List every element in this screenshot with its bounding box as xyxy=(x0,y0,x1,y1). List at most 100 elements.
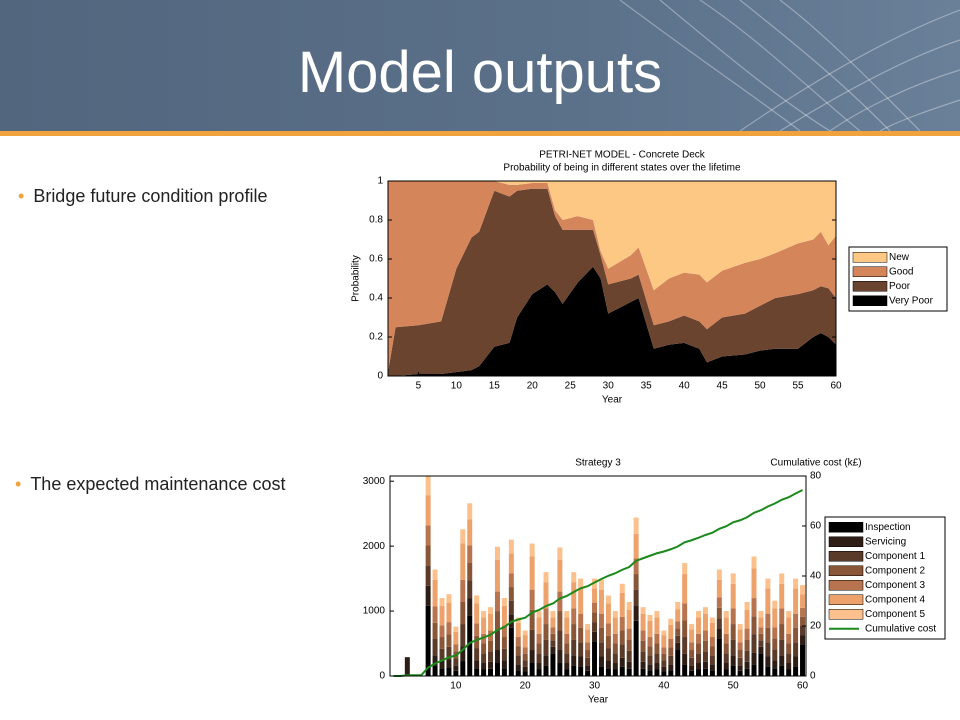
bar-segment xyxy=(654,663,660,670)
bar-segment xyxy=(696,633,702,644)
bar-segment xyxy=(481,663,487,670)
legend-label: Very Poor xyxy=(889,295,934,306)
bar-segment xyxy=(744,639,750,651)
bar-segment xyxy=(494,630,500,651)
bar-segment xyxy=(640,651,646,662)
bar-segment xyxy=(474,660,480,669)
bar-segment xyxy=(439,648,445,661)
legend-label: Good xyxy=(889,266,913,277)
x-axis-label: Year xyxy=(588,695,609,706)
legend-swatch xyxy=(852,266,888,277)
bar-segment xyxy=(668,638,674,648)
bar-segment xyxy=(605,603,611,624)
bar-segment xyxy=(647,614,653,621)
bar-segment xyxy=(737,670,743,676)
bar-segment xyxy=(682,664,688,676)
bar-segment xyxy=(702,651,708,662)
bar-segment xyxy=(654,633,660,644)
bar-segment xyxy=(772,668,778,676)
bar-segment xyxy=(779,655,785,666)
y-tick-label: 0.2 xyxy=(369,332,383,343)
bar-segment xyxy=(536,633,542,644)
bar-segment xyxy=(557,650,563,664)
bar-segment xyxy=(744,661,750,669)
bar-segment xyxy=(696,669,702,676)
x-tick-label: 45 xyxy=(717,381,729,392)
x-tick-label: 30 xyxy=(589,681,601,692)
bar-segment xyxy=(654,611,660,618)
bar-segment xyxy=(786,617,792,634)
series-layer xyxy=(388,181,836,376)
bar-segment xyxy=(446,634,452,647)
bar-segment xyxy=(453,658,459,666)
bar-segment xyxy=(467,563,473,581)
bar-segment xyxy=(723,663,729,670)
bar-segment xyxy=(494,611,500,631)
bar-segment xyxy=(793,642,799,657)
bar-segment xyxy=(675,650,681,676)
bar-segment xyxy=(467,598,473,616)
legend-label: Component 1 xyxy=(865,551,925,562)
line xyxy=(393,489,803,677)
bar-segment xyxy=(723,653,729,664)
bar-segment xyxy=(751,634,757,653)
bar-segment xyxy=(758,611,764,618)
bar-segment xyxy=(689,670,695,676)
legend-swatch xyxy=(828,565,864,576)
bar-segment xyxy=(633,589,639,606)
bar-segment xyxy=(571,655,577,666)
legend-label: Component 4 xyxy=(865,594,925,605)
bar-segment xyxy=(432,638,438,656)
bar-segment xyxy=(598,579,604,590)
bar-segment xyxy=(793,613,799,628)
bar-segment xyxy=(592,622,598,632)
bar-segment xyxy=(425,545,431,566)
x-tick-label: 35 xyxy=(641,381,653,392)
bar-segment xyxy=(446,646,452,660)
plot-area xyxy=(390,476,806,676)
bar-segment xyxy=(425,585,431,606)
bar-segment xyxy=(633,620,639,676)
bar-segment xyxy=(800,607,806,617)
bar-segment xyxy=(425,605,431,676)
bar-segment xyxy=(460,579,466,602)
bar-segment xyxy=(779,573,785,584)
bar-segment xyxy=(626,609,632,629)
bar-segment xyxy=(626,601,632,610)
bar-segment xyxy=(564,611,570,618)
bar-segment xyxy=(612,653,618,664)
bar-segment xyxy=(515,670,521,676)
bar-segment xyxy=(501,648,507,661)
bar-segment xyxy=(730,655,736,666)
bar-segment xyxy=(508,553,514,574)
bar-segment xyxy=(682,637,688,654)
bar-segment xyxy=(689,665,695,671)
bar-segment xyxy=(765,666,771,676)
bar-segment xyxy=(564,669,570,676)
bar-segment xyxy=(578,656,584,667)
bar-segment xyxy=(619,583,625,593)
bar-segment xyxy=(744,609,750,629)
bar-segment xyxy=(522,653,528,661)
legend-swatch xyxy=(828,594,864,605)
bar-segment xyxy=(543,665,549,676)
bar-segment xyxy=(702,607,708,614)
bar-segment xyxy=(605,660,611,669)
legend-label: Servicing xyxy=(865,536,906,547)
x-tick-label: 30 xyxy=(603,381,615,392)
bar-segment xyxy=(612,663,618,670)
bar-segment xyxy=(481,633,487,644)
bar-segment xyxy=(446,594,452,603)
legend-label: Component 3 xyxy=(865,580,925,591)
bar-segment xyxy=(536,617,542,634)
bar-segment xyxy=(578,627,584,643)
bar-segment xyxy=(439,625,445,638)
bar-segment xyxy=(529,663,535,676)
bar-segment xyxy=(571,572,577,583)
bar-segment xyxy=(474,603,480,624)
bar-segment xyxy=(619,666,625,676)
bar-segment xyxy=(467,580,473,599)
bar-segment xyxy=(709,646,715,656)
bar-segment xyxy=(633,574,639,590)
bar-segment xyxy=(460,543,466,580)
